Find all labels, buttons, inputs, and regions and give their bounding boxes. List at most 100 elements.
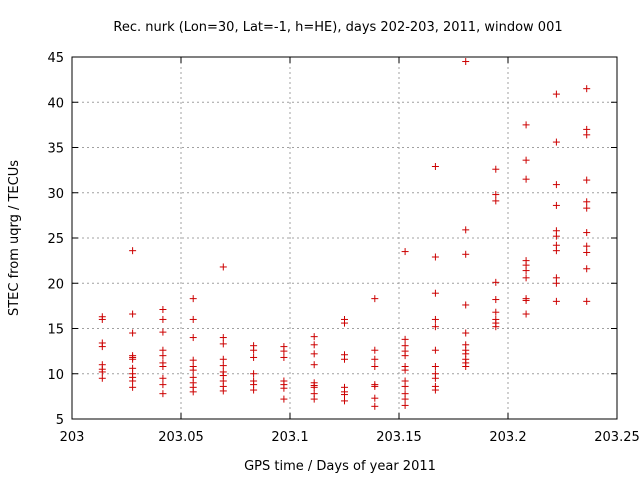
- data-point: [431, 386, 439, 394]
- data-point: [310, 333, 318, 341]
- data-point: [492, 278, 500, 286]
- data-point: [341, 355, 348, 363]
- data-point: [522, 267, 530, 275]
- data-point: [189, 388, 197, 396]
- data-point: [189, 295, 197, 303]
- y-tick-label: 35: [47, 142, 64, 157]
- data-point: [98, 343, 106, 351]
- data-point: [401, 352, 409, 360]
- data-point: [371, 346, 379, 354]
- data-point: [280, 384, 288, 392]
- data-point: [401, 401, 409, 409]
- data-point: [371, 394, 379, 402]
- data-point: [401, 382, 409, 390]
- data-point: [462, 329, 470, 337]
- data-point: [280, 347, 288, 355]
- data-point: [552, 232, 560, 240]
- data-point: [522, 296, 530, 304]
- data-point: [492, 191, 500, 199]
- data-point: [522, 310, 530, 318]
- data-point: [159, 374, 167, 382]
- data-point: [371, 382, 379, 390]
- data-point: [462, 58, 470, 66]
- y-axis-label: STEC from uqrg / TECUs: [7, 160, 22, 316]
- data-point: [219, 387, 227, 395]
- data-point: [250, 353, 258, 361]
- data-point: [492, 165, 500, 173]
- data-point: [522, 274, 530, 282]
- data-point: [310, 361, 318, 369]
- x-tick-label: 203.05: [158, 430, 204, 445]
- y-tick-label: 5: [56, 413, 64, 428]
- data-point: [431, 363, 439, 371]
- data-point: [189, 366, 197, 374]
- data-point: [552, 247, 560, 255]
- data-point: [492, 296, 500, 304]
- x-tick-label: 203: [60, 430, 85, 445]
- data-point: [159, 328, 167, 336]
- data-point: [189, 334, 197, 342]
- y-tick-label: 45: [47, 51, 64, 66]
- data-point: [552, 279, 560, 287]
- data-point: [371, 295, 379, 303]
- y-tick-label: 15: [47, 323, 64, 338]
- data-point: [492, 323, 500, 331]
- data-point: [522, 121, 530, 129]
- data-point: [129, 329, 137, 337]
- x-axis-label: GPS time / Days of year 2011: [244, 459, 436, 474]
- data-point: [431, 315, 439, 323]
- data-point: [159, 352, 167, 360]
- data-point: [280, 395, 288, 403]
- y-tick-label: 20: [47, 277, 64, 292]
- chart-title: Rec. nurk (Lon=30, Lat=-1, h=HE), days 2…: [113, 20, 562, 35]
- plot-frame: [71, 56, 618, 420]
- data-point: [492, 308, 500, 316]
- data-point: [492, 197, 500, 205]
- y-tick-label: 10: [47, 368, 64, 383]
- grid: [72, 57, 617, 419]
- data-point: [280, 353, 288, 361]
- data-point: [159, 315, 167, 323]
- data-point: [583, 176, 591, 184]
- data-point: [189, 315, 197, 323]
- data-point: [583, 248, 591, 256]
- data-point: [431, 163, 439, 171]
- data-point: [401, 248, 409, 256]
- data-point: [341, 391, 348, 399]
- data-point: [98, 374, 106, 382]
- data-point: [159, 390, 167, 398]
- data-point: [462, 226, 470, 234]
- data-point: [129, 247, 137, 255]
- data-point: [189, 356, 197, 364]
- data-point: [159, 305, 167, 313]
- x-tick-labels: 203 203.05 203.1 203.15 203.2 203.25: [60, 430, 640, 445]
- data-point: [98, 368, 106, 376]
- data-point: [310, 350, 318, 358]
- data-point: [552, 138, 560, 146]
- data-point: [522, 175, 530, 183]
- data-point: [219, 355, 227, 363]
- data-point: [583, 131, 591, 139]
- data-points: [98, 58, 591, 410]
- data-point: [219, 263, 227, 271]
- data-point: [462, 250, 470, 258]
- y-tick-label: 40: [47, 96, 64, 111]
- data-point: [219, 362, 227, 370]
- data-point: [159, 363, 167, 371]
- data-point: [219, 340, 227, 348]
- data-point: [583, 242, 591, 250]
- x-tick-label: 203.15: [376, 430, 422, 445]
- data-point: [371, 355, 379, 363]
- data-point: [462, 301, 470, 309]
- data-point: [250, 386, 258, 394]
- y-tick-labels: 5 10 15 20 25 30 35 40 45: [47, 51, 64, 428]
- data-point: [310, 383, 318, 391]
- data-point: [552, 90, 560, 98]
- data-point: [431, 253, 439, 261]
- data-point: [341, 397, 348, 405]
- data-point: [129, 310, 137, 318]
- data-point: [583, 198, 591, 206]
- data-point: [401, 395, 409, 403]
- data-point: [371, 402, 379, 410]
